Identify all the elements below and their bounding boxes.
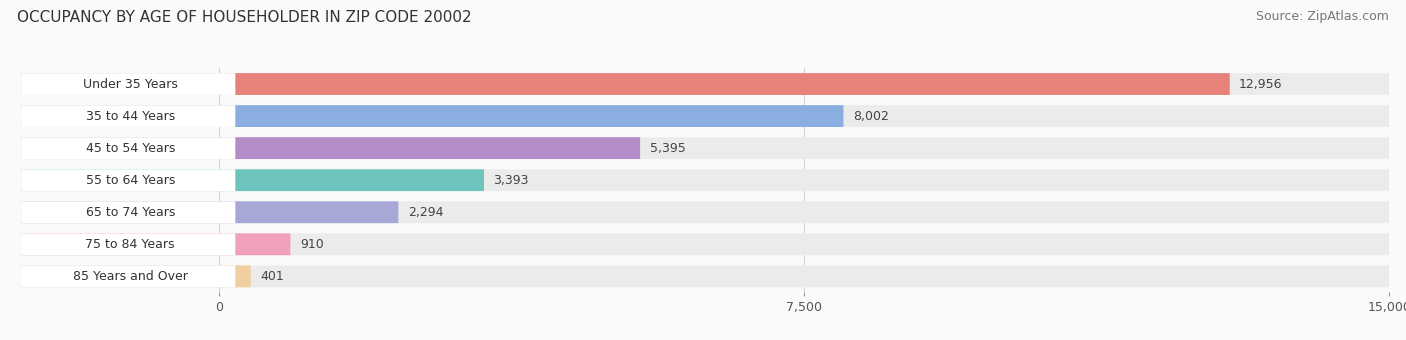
FancyBboxPatch shape [21,73,1230,95]
FancyBboxPatch shape [21,105,1389,127]
FancyBboxPatch shape [21,266,235,287]
Text: 8,002: 8,002 [853,109,889,123]
Text: 45 to 54 Years: 45 to 54 Years [86,142,174,155]
FancyBboxPatch shape [21,169,484,191]
FancyBboxPatch shape [21,234,1389,255]
FancyBboxPatch shape [21,137,235,159]
FancyBboxPatch shape [21,266,1389,287]
FancyBboxPatch shape [21,137,1389,159]
Text: 75 to 84 Years: 75 to 84 Years [86,238,174,251]
Text: Source: ZipAtlas.com: Source: ZipAtlas.com [1256,10,1389,23]
FancyBboxPatch shape [21,201,398,223]
Text: 3,393: 3,393 [494,174,529,187]
Text: 401: 401 [260,270,284,283]
FancyBboxPatch shape [21,105,235,127]
Text: 35 to 44 Years: 35 to 44 Years [86,109,174,123]
FancyBboxPatch shape [21,234,291,255]
Text: Under 35 Years: Under 35 Years [83,78,177,90]
Text: 910: 910 [299,238,323,251]
Text: 12,956: 12,956 [1239,78,1282,90]
Text: 85 Years and Over: 85 Years and Over [73,270,187,283]
FancyBboxPatch shape [21,105,844,127]
Text: OCCUPANCY BY AGE OF HOUSEHOLDER IN ZIP CODE 20002: OCCUPANCY BY AGE OF HOUSEHOLDER IN ZIP C… [17,10,471,25]
FancyBboxPatch shape [21,266,250,287]
Text: 55 to 64 Years: 55 to 64 Years [86,174,174,187]
FancyBboxPatch shape [21,137,640,159]
FancyBboxPatch shape [21,234,235,255]
FancyBboxPatch shape [21,73,1389,95]
FancyBboxPatch shape [21,201,1389,223]
FancyBboxPatch shape [21,169,235,191]
Text: 65 to 74 Years: 65 to 74 Years [86,206,174,219]
Text: 2,294: 2,294 [408,206,443,219]
FancyBboxPatch shape [21,169,1389,191]
FancyBboxPatch shape [21,73,235,95]
Text: 5,395: 5,395 [650,142,685,155]
FancyBboxPatch shape [21,201,235,223]
